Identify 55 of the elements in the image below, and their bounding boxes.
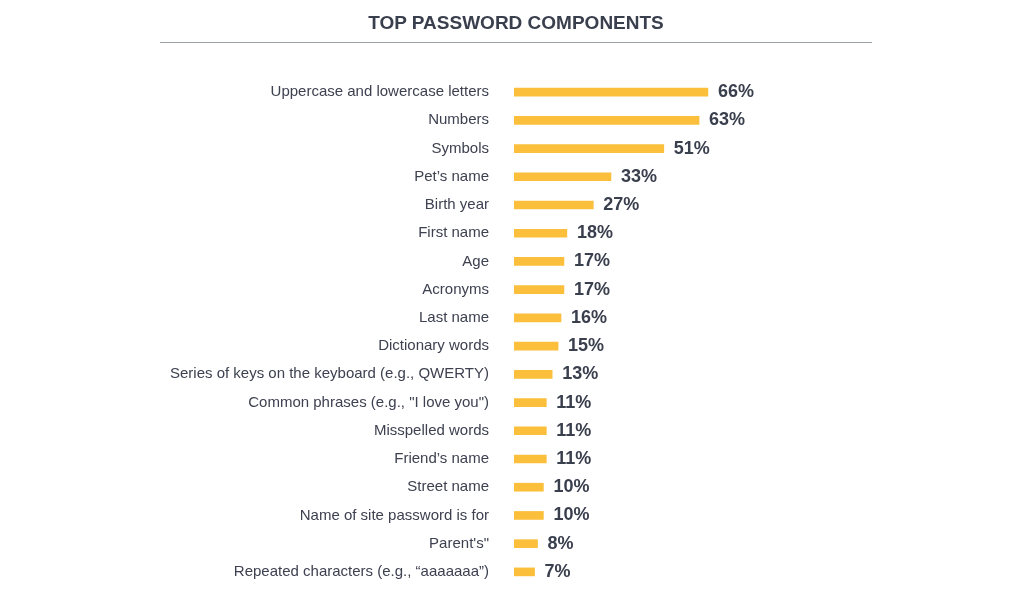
data-label: 8% [547, 532, 574, 553]
bar [514, 370, 553, 379]
bar [514, 426, 547, 436]
bar [514, 511, 544, 520]
data-label: 33% [620, 165, 657, 186]
data-label: 17% [573, 278, 610, 299]
bar [514, 257, 565, 266]
bar [514, 482, 544, 492]
y-tick-label: Last name [418, 308, 489, 326]
y-tick-label: Common phrases (e.g., "I love you") [248, 392, 489, 410]
y-tick-label: Dictionary words [378, 336, 489, 354]
bar [514, 567, 535, 577]
y-tick-label: Misspelled words [373, 420, 489, 438]
y-tick-label: Age [462, 251, 489, 269]
data-label: 11% [556, 419, 592, 440]
data-label: 16% [571, 306, 608, 327]
y-tick-label: Numbers [428, 110, 489, 128]
y-tick-label: Symbols [431, 138, 489, 156]
bar [514, 172, 612, 182]
bar [514, 228, 568, 238]
bar [514, 144, 665, 153]
data-label: 27% [603, 193, 640, 214]
data-label: 18% [576, 222, 613, 243]
bar [514, 539, 538, 548]
bar [514, 285, 565, 294]
y-tick-label: Street name [407, 477, 489, 495]
y-tick-label: Parent's" [429, 533, 489, 551]
bar [514, 200, 594, 210]
bar [514, 341, 559, 351]
data-label: 11% [556, 391, 592, 412]
data-label: 66% [717, 81, 754, 102]
y-tick-label: Pet’s name [414, 166, 489, 184]
y-tick-label: Friend’s name [394, 449, 489, 467]
data-label: 11% [556, 447, 592, 468]
data-label: 10% [553, 476, 590, 497]
data-label: 15% [568, 335, 605, 356]
y-tick-label: Repeated characters (e.g., “aaaaaaa”) [233, 562, 489, 580]
data-label: 63% [709, 109, 746, 130]
data-label: 51% [673, 137, 710, 158]
bar [514, 87, 709, 97]
data-label: 7% [544, 560, 571, 581]
data-label: 10% [553, 504, 590, 525]
y-tick-label: Birth year [424, 195, 489, 213]
data-label: 17% [573, 250, 610, 271]
y-tick-label: Uppercase and lowercase letters [270, 82, 489, 100]
bar [514, 454, 547, 464]
bar [514, 398, 547, 407]
bar [514, 116, 700, 125]
y-tick-label: Acronyms [422, 279, 489, 297]
y-tick-label: First name [418, 223, 489, 241]
data-label: 13% [562, 363, 599, 384]
y-tick-label: Series of keys on the keyboard (e.g., QWERTY) [169, 364, 489, 382]
bar [514, 313, 562, 323]
chart-title: TOP PASSWORD COMPONENTS [160, 12, 872, 43]
y-tick-label: Name of site password is for [299, 505, 489, 523]
